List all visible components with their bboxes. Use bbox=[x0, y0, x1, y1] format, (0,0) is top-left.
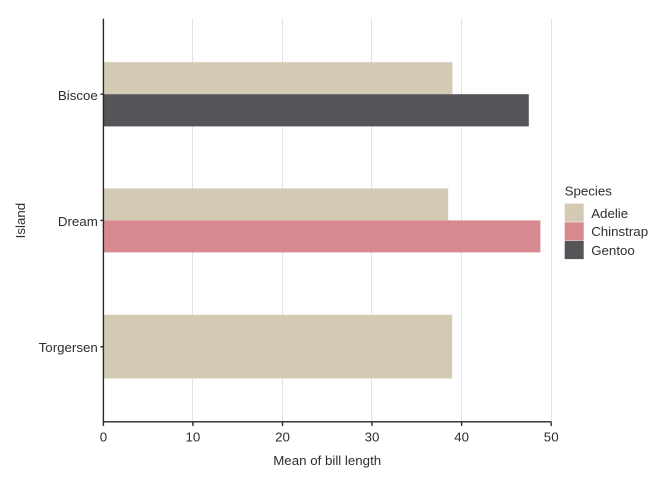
svg-text:30: 30 bbox=[365, 430, 380, 445]
svg-text:Mean of bill length: Mean of bill length bbox=[273, 453, 381, 468]
svg-text:40: 40 bbox=[454, 430, 469, 445]
svg-text:Biscoe: Biscoe bbox=[58, 88, 98, 103]
svg-text:Species: Species bbox=[565, 183, 613, 198]
svg-text:10: 10 bbox=[186, 430, 201, 445]
svg-text:20: 20 bbox=[275, 430, 290, 445]
svg-text:Torgersen: Torgersen bbox=[39, 340, 98, 355]
svg-text:0: 0 bbox=[100, 430, 107, 445]
svg-text:Dream: Dream bbox=[58, 214, 98, 229]
svg-text:Gentoo: Gentoo bbox=[591, 243, 635, 258]
svg-text:Island: Island bbox=[13, 203, 28, 238]
svg-text:Adelie: Adelie bbox=[591, 206, 628, 221]
svg-text:Chinstrap: Chinstrap bbox=[591, 224, 648, 239]
svg-text:50: 50 bbox=[544, 430, 559, 445]
